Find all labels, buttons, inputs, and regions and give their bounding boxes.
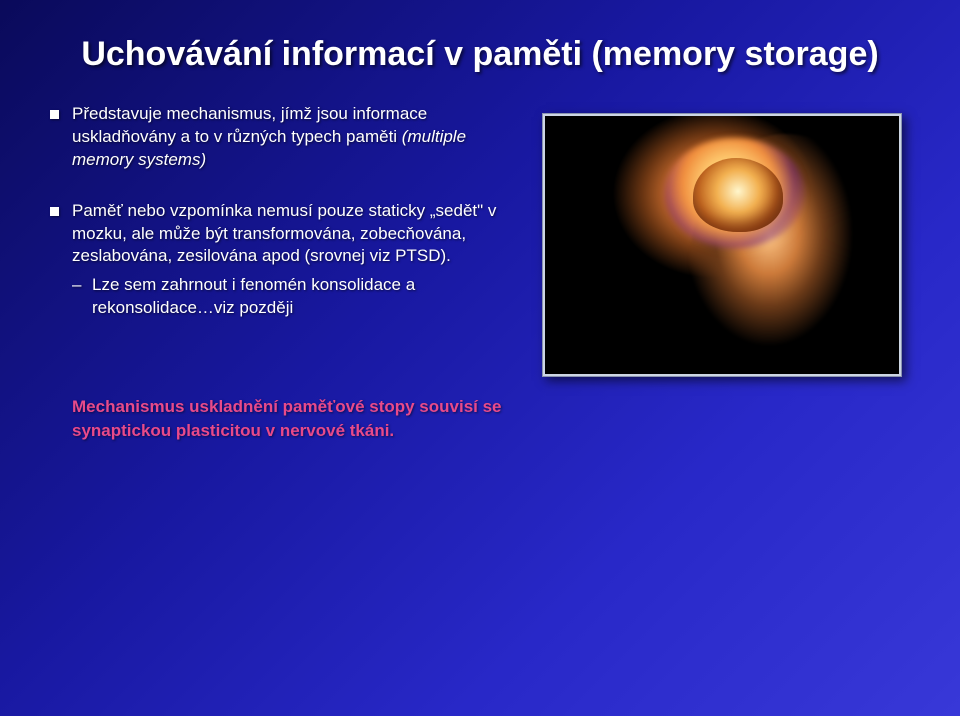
brain-core-shape: [693, 158, 783, 232]
bullet-item: Paměť nebo vzpomínka nemusí pouze static…: [48, 200, 508, 321]
bullet-item: Představuje mechanismus, jímž jsou infor…: [48, 103, 508, 172]
bullet-text: Paměť nebo vzpomínka nemusí pouze static…: [72, 201, 496, 266]
content-row: Představuje mechanismus, jímž jsou infor…: [48, 103, 912, 377]
bullet-list: Představuje mechanismus, jímž jsou infor…: [48, 103, 508, 321]
text-column: Představuje mechanismus, jímž jsou infor…: [48, 103, 508, 377]
image-column: [532, 103, 912, 377]
bullet-text: Představuje mechanismus, jímž jsou infor…: [72, 104, 427, 146]
sub-bullet-text: Lze sem zahrnout i fenomén konsolidace a…: [92, 275, 415, 317]
image-frame: [542, 113, 902, 377]
sub-bullet: Lze sem zahrnout i fenomén konsolidace a…: [72, 274, 508, 320]
slide-title: Uchovávání informací v paměti (memory st…: [48, 34, 912, 75]
footer-note: Mechanismus uskladnění paměťové stopy so…: [48, 395, 532, 443]
brain-image: [545, 116, 899, 374]
